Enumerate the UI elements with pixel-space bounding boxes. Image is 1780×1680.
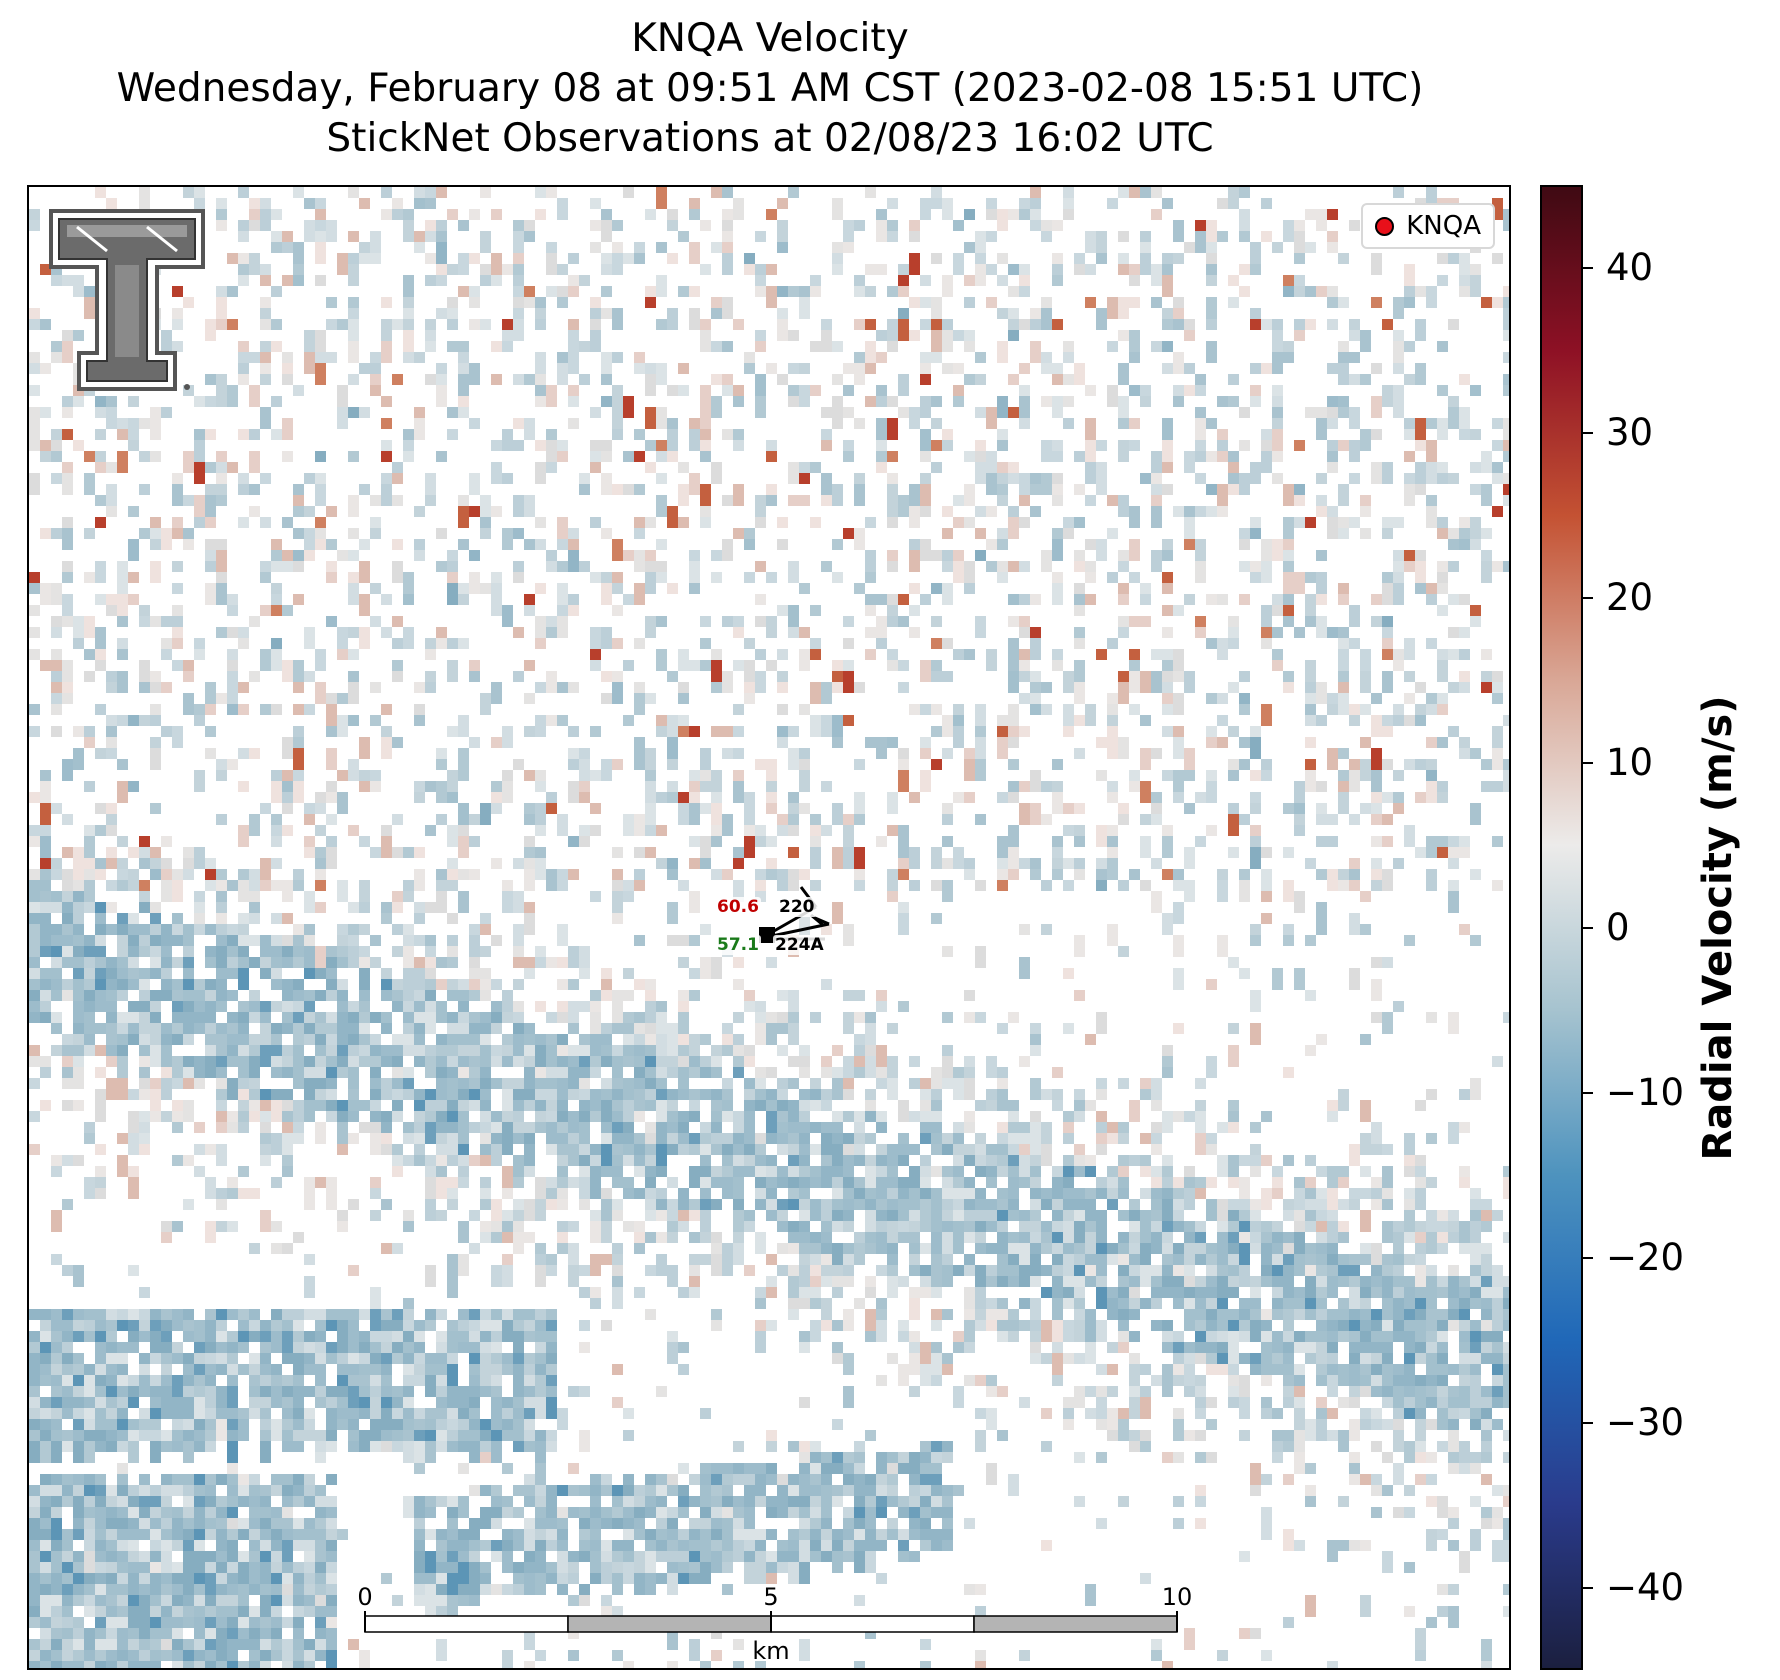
texas-tech-double-t-logo xyxy=(49,209,205,391)
colorbar-tick xyxy=(1583,431,1593,434)
colorbar-tick-label: 20 xyxy=(1606,575,1654,619)
chart-subtitle-date: Wednesday, February 08 at 09:51 AM CST (… xyxy=(116,66,1424,111)
colorbar-tick xyxy=(1583,1256,1593,1259)
radar-map[interactable]: KNQA 60.6 220 57.1 224A 0 5 10 km xyxy=(27,185,1511,1670)
colorbar xyxy=(1540,185,1583,1670)
colorbar-tick xyxy=(1583,1586,1593,1589)
knqa-marker-icon xyxy=(1375,216,1395,236)
map-legend: KNQA xyxy=(1361,203,1495,249)
scale-bar: 0 5 10 km xyxy=(357,1583,1193,1665)
colorbar-label: Radial Velocity (m/s) xyxy=(1695,695,1741,1161)
chart-title: KNQA Velocity xyxy=(631,16,909,61)
colorbar-tick xyxy=(1583,761,1593,764)
station-value-220: 60.6 xyxy=(715,897,761,917)
colorbar-tick-label: −20 xyxy=(1606,1235,1685,1279)
station-id-220: 220 xyxy=(777,897,817,917)
colorbar-tick-label: 10 xyxy=(1606,740,1654,784)
scale-label-5: 5 xyxy=(763,1583,778,1611)
station-id-224a: 224A xyxy=(773,935,826,955)
scale-label-0: 0 xyxy=(357,1583,372,1611)
colorbar-tick xyxy=(1583,1091,1593,1094)
colorbar-tick-label: −30 xyxy=(1606,1400,1685,1444)
scale-label-10: 10 xyxy=(1162,1583,1193,1611)
chart-subtitle-observations: StickNet Observations at 02/08/23 16:02 … xyxy=(326,116,1214,161)
colorbar-tick xyxy=(1583,1421,1593,1424)
wind-barb-icon xyxy=(766,922,830,939)
colorbar-tick xyxy=(1583,596,1593,599)
colorbar-tick-label: 40 xyxy=(1606,245,1654,289)
radar-velocity-field xyxy=(29,187,1509,1668)
colorbar-tick xyxy=(1583,266,1593,269)
colorbar-tick xyxy=(1583,926,1593,929)
colorbar-tick-label: 30 xyxy=(1606,410,1654,454)
colorbar-tick-label: −40 xyxy=(1606,1565,1685,1609)
scale-unit: km xyxy=(752,1637,789,1665)
colorbar-tick-label: −10 xyxy=(1606,1070,1685,1114)
legend-label: KNQA xyxy=(1406,211,1481,241)
colorbar-tick-label: 0 xyxy=(1606,905,1630,949)
station-value-224a: 57.1 xyxy=(715,935,761,955)
